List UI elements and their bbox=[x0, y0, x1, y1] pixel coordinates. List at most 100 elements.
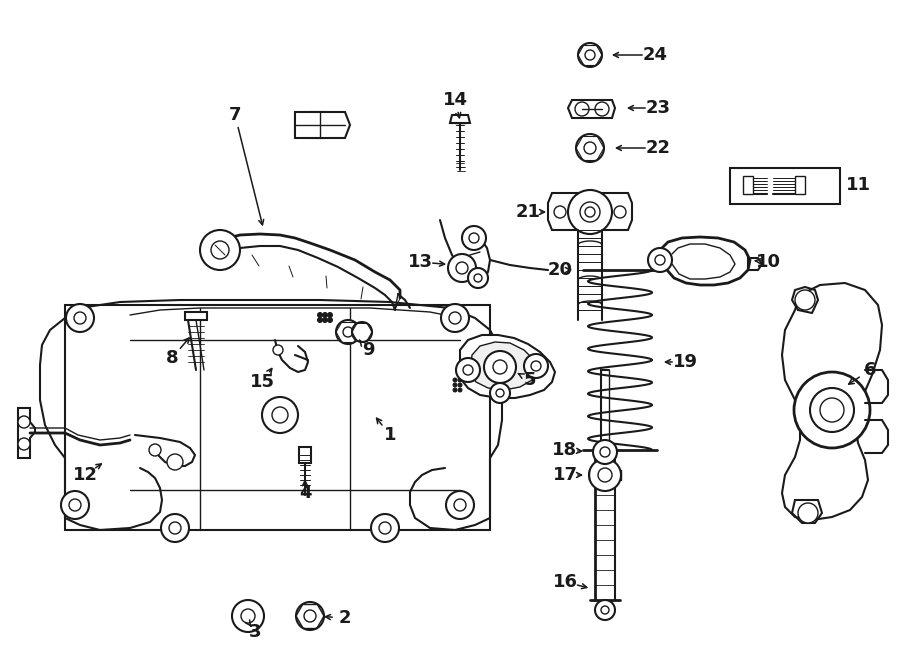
Circle shape bbox=[648, 248, 672, 272]
Bar bbox=[298, 115, 312, 135]
Circle shape bbox=[69, 499, 81, 511]
Circle shape bbox=[576, 134, 604, 162]
Circle shape bbox=[66, 304, 94, 332]
Text: 23: 23 bbox=[645, 99, 670, 117]
Circle shape bbox=[322, 317, 328, 323]
Circle shape bbox=[232, 600, 264, 632]
Circle shape bbox=[149, 444, 161, 456]
Text: 2: 2 bbox=[338, 609, 351, 627]
Polygon shape bbox=[568, 100, 615, 118]
Circle shape bbox=[169, 522, 181, 534]
Circle shape bbox=[554, 206, 566, 218]
Circle shape bbox=[441, 304, 469, 332]
Circle shape bbox=[575, 102, 589, 116]
Circle shape bbox=[318, 317, 322, 323]
Circle shape bbox=[578, 43, 602, 67]
Circle shape bbox=[595, 102, 609, 116]
Circle shape bbox=[273, 345, 283, 355]
Polygon shape bbox=[185, 312, 207, 320]
Circle shape bbox=[798, 503, 818, 523]
Circle shape bbox=[328, 317, 332, 323]
Circle shape bbox=[462, 226, 486, 250]
Circle shape bbox=[241, 609, 255, 623]
Circle shape bbox=[601, 606, 609, 614]
Circle shape bbox=[328, 313, 332, 317]
Circle shape bbox=[614, 206, 626, 218]
Circle shape bbox=[61, 491, 89, 519]
Circle shape bbox=[343, 327, 353, 337]
Circle shape bbox=[318, 313, 322, 317]
Circle shape bbox=[589, 459, 621, 491]
Circle shape bbox=[161, 514, 189, 542]
Circle shape bbox=[820, 398, 844, 422]
Text: 21: 21 bbox=[516, 203, 541, 221]
Text: 18: 18 bbox=[553, 441, 578, 459]
Polygon shape bbox=[295, 112, 345, 138]
Circle shape bbox=[595, 600, 615, 620]
Text: 7: 7 bbox=[229, 106, 241, 124]
Circle shape bbox=[456, 358, 480, 382]
Polygon shape bbox=[743, 176, 753, 194]
Circle shape bbox=[490, 383, 510, 403]
Text: 19: 19 bbox=[672, 353, 698, 371]
Circle shape bbox=[474, 274, 482, 282]
Circle shape bbox=[593, 440, 617, 464]
Circle shape bbox=[524, 354, 548, 378]
Text: 1: 1 bbox=[383, 426, 396, 444]
Circle shape bbox=[458, 388, 462, 392]
Polygon shape bbox=[470, 342, 537, 390]
Circle shape bbox=[336, 320, 360, 344]
Text: 22: 22 bbox=[645, 139, 670, 157]
Polygon shape bbox=[450, 115, 470, 123]
Circle shape bbox=[458, 383, 462, 387]
Text: 4: 4 bbox=[299, 484, 311, 502]
Text: 13: 13 bbox=[408, 253, 433, 271]
Circle shape bbox=[167, 454, 183, 470]
Text: 12: 12 bbox=[73, 466, 97, 484]
Circle shape bbox=[272, 407, 288, 423]
Circle shape bbox=[484, 351, 516, 383]
Text: 8: 8 bbox=[166, 349, 178, 367]
Polygon shape bbox=[460, 335, 555, 398]
Text: 17: 17 bbox=[553, 466, 578, 484]
Circle shape bbox=[74, 312, 86, 324]
Polygon shape bbox=[795, 176, 805, 194]
Circle shape bbox=[18, 438, 30, 450]
Text: 10: 10 bbox=[755, 253, 780, 271]
Circle shape bbox=[304, 610, 316, 622]
Circle shape bbox=[371, 514, 399, 542]
Circle shape bbox=[18, 416, 30, 428]
Circle shape bbox=[262, 397, 298, 433]
Circle shape bbox=[469, 233, 479, 243]
Text: 3: 3 bbox=[248, 623, 261, 641]
Circle shape bbox=[352, 322, 372, 342]
Text: 20: 20 bbox=[547, 261, 572, 279]
Circle shape bbox=[453, 388, 457, 392]
Text: 24: 24 bbox=[643, 46, 668, 64]
Bar bbox=[730, 168, 840, 204]
Circle shape bbox=[493, 360, 507, 374]
Circle shape bbox=[448, 254, 476, 282]
Circle shape bbox=[446, 491, 474, 519]
Bar bbox=[299, 447, 311, 463]
Circle shape bbox=[584, 142, 596, 154]
Circle shape bbox=[600, 447, 610, 457]
Circle shape bbox=[453, 378, 457, 382]
Circle shape bbox=[296, 602, 324, 630]
Circle shape bbox=[585, 50, 595, 60]
Circle shape bbox=[531, 361, 541, 371]
Circle shape bbox=[585, 207, 595, 217]
Circle shape bbox=[568, 190, 612, 234]
Circle shape bbox=[794, 372, 870, 448]
Text: 16: 16 bbox=[553, 573, 578, 591]
Circle shape bbox=[211, 241, 229, 259]
Circle shape bbox=[496, 389, 504, 397]
Circle shape bbox=[458, 378, 462, 382]
Polygon shape bbox=[548, 193, 632, 230]
Text: 14: 14 bbox=[443, 91, 467, 109]
Text: 5: 5 bbox=[524, 371, 536, 389]
Circle shape bbox=[322, 313, 328, 317]
Polygon shape bbox=[18, 408, 35, 458]
Circle shape bbox=[655, 255, 665, 265]
Circle shape bbox=[810, 388, 854, 432]
